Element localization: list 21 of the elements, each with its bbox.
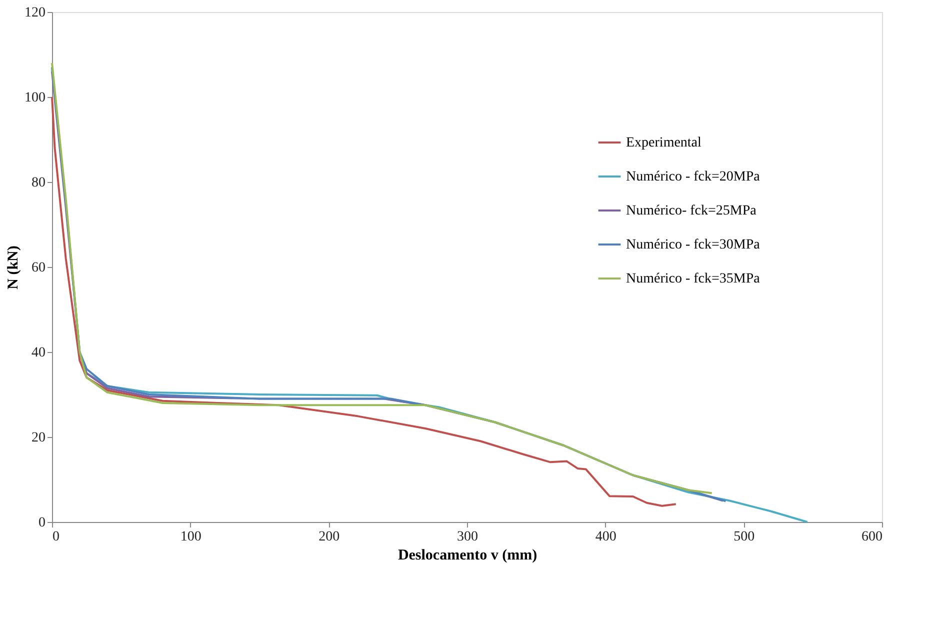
legend-label: Numérico - fck=30MPa [626,238,761,252]
legend-label: Experimental [626,136,702,150]
y-tick-label: 0 [38,516,46,530]
y-tick-label: 60 [32,260,46,276]
y-tick-label: 80 [32,176,46,190]
x-tick-label: 600 [862,530,882,544]
legend-label: Numérico- fck=25MPa [626,204,758,218]
y-axis-title: N (kN) [6,246,22,290]
y-tick-label: 40 [32,346,46,360]
x-tick-label: 400 [595,530,616,544]
legend-label: Numérico - fck=35MPa [626,272,761,286]
y-tick-label: 100 [24,90,46,106]
x-tick-label: 200 [318,530,340,544]
x-tick-label: 100 [180,530,202,544]
x-axis-title: Deslocamento v (mm) [398,548,538,564]
x-tick-label: 0 [52,530,60,544]
y-tick-label: 20 [32,430,46,446]
legend-label: Numérico - fck=20MPa [626,170,761,184]
x-tick-label: 500 [734,530,755,544]
x-tick-label: 300 [457,530,478,544]
y-tick-label: 120 [24,6,46,20]
